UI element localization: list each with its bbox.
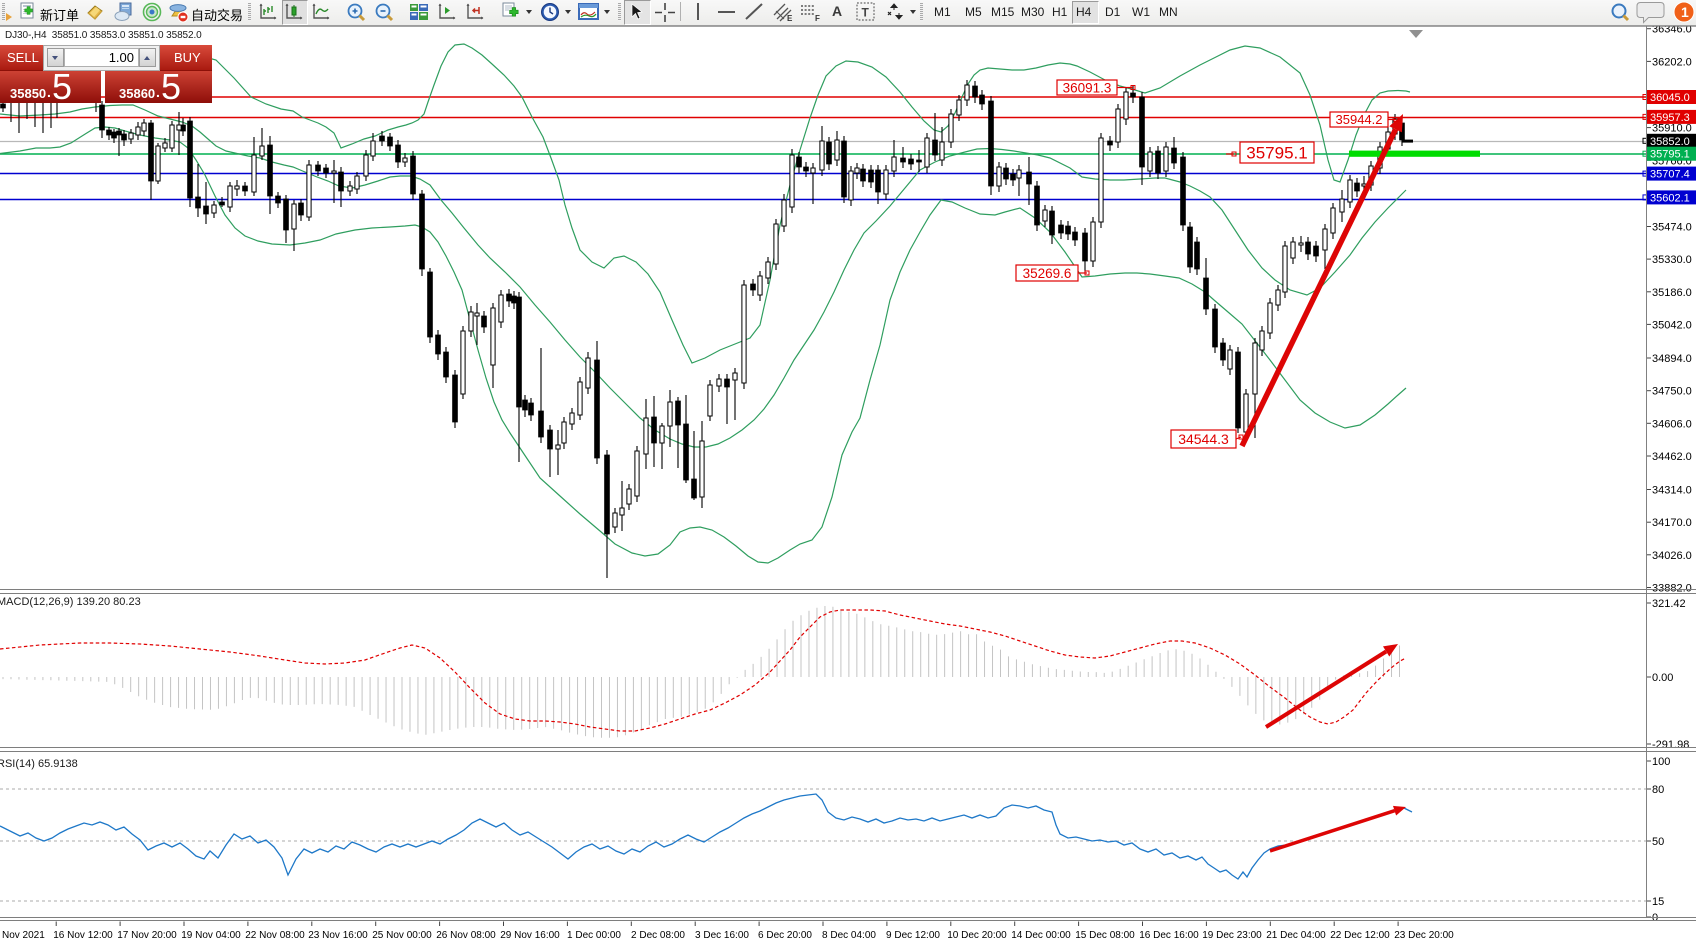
svg-text:36045.0: 36045.0 bbox=[1650, 92, 1690, 104]
svg-text:34894.0: 34894.0 bbox=[1652, 353, 1692, 365]
svg-text:36202.0: 36202.0 bbox=[1652, 56, 1692, 68]
svg-text:34170.0: 34170.0 bbox=[1652, 517, 1692, 529]
svg-text:Nov 2021: Nov 2021 bbox=[2, 930, 45, 941]
svg-text:19 Nov 04:00: 19 Nov 04:00 bbox=[181, 930, 241, 941]
svg-text:35957.3: 35957.3 bbox=[1650, 112, 1690, 124]
svg-text:35474.0: 35474.0 bbox=[1652, 222, 1692, 234]
svg-text:MACD(12,26,9) 139.20 80.23: MACD(12,26,9) 139.20 80.23 bbox=[0, 596, 141, 608]
svg-text:34544.3: 34544.3 bbox=[1178, 431, 1229, 447]
svg-text:1 Dec 00:00: 1 Dec 00:00 bbox=[567, 930, 621, 941]
svg-text:35795.1: 35795.1 bbox=[1650, 149, 1690, 161]
svg-text:T: T bbox=[862, 6, 870, 20]
svg-text:25 Nov 00:00: 25 Nov 00:00 bbox=[372, 930, 432, 941]
svg-text:17 Nov 20:00: 17 Nov 20:00 bbox=[117, 930, 177, 941]
svg-text:15 Dec 08:00: 15 Dec 08:00 bbox=[1075, 930, 1135, 941]
svg-text:16 Nov 12:00: 16 Nov 12:00 bbox=[53, 930, 113, 941]
svg-text:23 Dec 20:00: 23 Dec 20:00 bbox=[1394, 930, 1454, 941]
svg-text:23 Nov 16:00: 23 Nov 16:00 bbox=[308, 930, 368, 941]
svg-text:34750.0: 34750.0 bbox=[1652, 386, 1692, 398]
svg-text:50: 50 bbox=[1652, 836, 1664, 848]
svg-text:21 Dec 04:00: 21 Dec 04:00 bbox=[1266, 930, 1326, 941]
svg-text:34462.0: 34462.0 bbox=[1652, 451, 1692, 463]
svg-text:26 Nov 08:00: 26 Nov 08:00 bbox=[436, 930, 496, 941]
svg-text:8 Dec 04:00: 8 Dec 04:00 bbox=[822, 930, 876, 941]
svg-text:16 Dec 16:00: 16 Dec 16:00 bbox=[1139, 930, 1199, 941]
svg-text:321.42: 321.42 bbox=[1652, 598, 1686, 610]
svg-text:10 Dec 20:00: 10 Dec 20:00 bbox=[947, 930, 1007, 941]
svg-text:14 Dec 00:00: 14 Dec 00:00 bbox=[1011, 930, 1071, 941]
svg-text:3 Dec 16:00: 3 Dec 16:00 bbox=[695, 930, 749, 941]
svg-text:35795.1: 35795.1 bbox=[1246, 144, 1307, 163]
svg-text:35944.2: 35944.2 bbox=[1336, 112, 1383, 127]
svg-text:22 Nov 08:00: 22 Nov 08:00 bbox=[245, 930, 305, 941]
svg-text:F: F bbox=[815, 14, 820, 23]
svg-text:35186.0: 35186.0 bbox=[1652, 287, 1692, 299]
svg-text:100: 100 bbox=[1652, 756, 1670, 768]
svg-text:35042.0: 35042.0 bbox=[1652, 319, 1692, 331]
svg-text:35707.4: 35707.4 bbox=[1650, 169, 1690, 181]
svg-text:15: 15 bbox=[1652, 896, 1664, 908]
svg-text:RSI(14) 65.9138: RSI(14) 65.9138 bbox=[0, 758, 78, 770]
svg-text:36346.0: 36346.0 bbox=[1652, 24, 1692, 36]
svg-text:35852.0: 35852.0 bbox=[1650, 136, 1690, 148]
svg-text:34026.0: 34026.0 bbox=[1652, 550, 1692, 562]
svg-text:9 Dec 12:00: 9 Dec 12:00 bbox=[886, 930, 940, 941]
svg-text:35602.1: 35602.1 bbox=[1650, 192, 1690, 204]
svg-text:E: E bbox=[787, 14, 793, 23]
svg-text:0.00: 0.00 bbox=[1652, 672, 1673, 684]
svg-text:6 Dec 20:00: 6 Dec 20:00 bbox=[758, 930, 812, 941]
svg-text:29 Nov 16:00: 29 Nov 16:00 bbox=[500, 930, 560, 941]
svg-text:35910.0: 35910.0 bbox=[1652, 123, 1692, 135]
svg-text:-291.98: -291.98 bbox=[1652, 739, 1689, 751]
svg-text:19 Dec 23:00: 19 Dec 23:00 bbox=[1202, 930, 1262, 941]
svg-text:33882.0: 33882.0 bbox=[1652, 583, 1692, 595]
svg-text:2 Dec 08:00: 2 Dec 08:00 bbox=[631, 930, 685, 941]
svg-text:80: 80 bbox=[1652, 784, 1664, 796]
svg-text:36091.3: 36091.3 bbox=[1063, 80, 1112, 95]
svg-text:34314.0: 34314.0 bbox=[1652, 485, 1692, 497]
svg-text:34606.0: 34606.0 bbox=[1652, 418, 1692, 430]
svg-text:22 Dec 12:00: 22 Dec 12:00 bbox=[1330, 930, 1390, 941]
svg-text:1: 1 bbox=[1681, 4, 1689, 20]
svg-text:35330.0: 35330.0 bbox=[1652, 254, 1692, 266]
svg-text:35269.6: 35269.6 bbox=[1023, 266, 1072, 281]
